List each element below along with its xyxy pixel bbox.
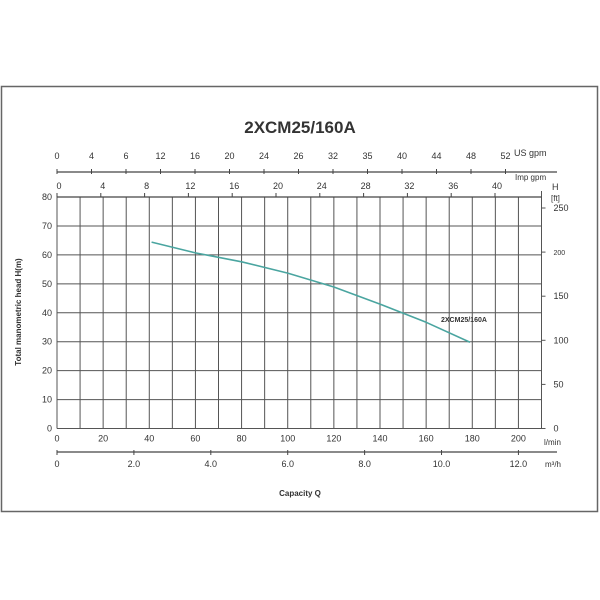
- chart-title: 2XCM25/160A: [244, 118, 356, 137]
- m3h-tick-label: 10.0: [433, 459, 451, 469]
- imp-gpm-tick-label: 20: [273, 181, 283, 191]
- y-tick-label: 50: [42, 279, 52, 289]
- y-tick-label: 0: [47, 424, 52, 434]
- us-gpm-tick-label: 44: [431, 151, 441, 161]
- imp-gpm-tick-label: 0: [56, 181, 61, 191]
- lmin-unit: l/min: [544, 438, 561, 447]
- imp-gpm-tick-label: 32: [404, 181, 414, 191]
- ft-tick-label: 250: [554, 203, 569, 213]
- us-gpm-unit: US gpm: [514, 148, 547, 158]
- us-gpm-tick-label: 12: [155, 151, 165, 161]
- m3h-tick-label: 8.0: [358, 459, 371, 469]
- imp-gpm-unit: Imp gpm: [515, 173, 546, 182]
- m3h-unit: m³/h: [545, 460, 561, 469]
- us-gpm-tick-label: 0: [54, 151, 59, 161]
- chart-frame: [0, 85, 599, 513]
- us-gpm-tick-label: 40: [397, 151, 407, 161]
- imp-gpm-tick-label: 4: [100, 181, 105, 191]
- y-tick-label: 80: [42, 192, 52, 202]
- us-gpm-tick-label: 16: [190, 151, 200, 161]
- x-tick-label: 40: [144, 434, 154, 444]
- imp-gpm-tick-label: 24: [317, 181, 327, 191]
- x-tick-label: 160: [419, 434, 434, 444]
- us-gpm-tick-label: 35: [362, 151, 372, 161]
- ft-tick-label: 50: [554, 379, 564, 389]
- ft-tick-label: 150: [554, 291, 569, 301]
- y-tick-label: 60: [42, 250, 52, 260]
- y-tick-label: 40: [42, 308, 52, 318]
- us-gpm-tick-label: 4: [89, 151, 94, 161]
- x-tick-label: 100: [280, 434, 295, 444]
- imp-gpm-tick-label: 36: [448, 181, 458, 191]
- m3h-tick-label: 12.0: [510, 459, 528, 469]
- y-tick-label: 10: [42, 395, 52, 405]
- y-tick-label: 30: [42, 337, 52, 347]
- m3h-tick-label: 6.0: [281, 459, 294, 469]
- m3h-tick-label: 2.0: [128, 459, 141, 469]
- imp-gpm-tick-label: 12: [185, 181, 195, 191]
- imp-gpm-tick-label: 28: [361, 181, 371, 191]
- imp-gpm-tick-label: 8: [144, 181, 149, 191]
- x-tick-label: 180: [465, 434, 480, 444]
- m3h-tick-label: 0: [54, 459, 59, 469]
- us-gpm-tick-label: 20: [224, 151, 234, 161]
- imp-gpm-tick-label: 40: [492, 181, 502, 191]
- x-tick-label: 140: [372, 434, 387, 444]
- x-tick-label: 200: [511, 434, 526, 444]
- x-axis-label: Capacity Q: [279, 489, 321, 498]
- us-gpm-tick-label: 32: [328, 151, 338, 161]
- head-ft-unit-top: H: [552, 182, 559, 192]
- m3h-tick-label: 4.0: [205, 459, 218, 469]
- imp-gpm-tick-label: 16: [229, 181, 239, 191]
- us-gpm-tick-label: 6: [123, 151, 128, 161]
- ft-tick-label: 200: [554, 250, 566, 257]
- x-tick-label: 20: [98, 434, 108, 444]
- head-ft-unit-bottom: [ft]: [551, 194, 560, 203]
- pump-curve-line: [151, 241, 471, 343]
- x-tick-label: 80: [237, 434, 247, 444]
- y-axis-label: Total manometric head H(m): [14, 258, 23, 366]
- x-tick-label: 120: [326, 434, 341, 444]
- us-gpm-tick-label: 52: [500, 151, 510, 161]
- series-label: 2XCM25/160A: [441, 317, 487, 324]
- x-tick-label: 0: [54, 434, 59, 444]
- us-gpm-tick-label: 48: [466, 151, 476, 161]
- us-gpm-tick-label: 24: [259, 151, 269, 161]
- x-tick-label: 60: [190, 434, 200, 444]
- ft-tick-label: 100: [554, 335, 569, 345]
- y-tick-label: 20: [42, 366, 52, 376]
- ft-tick-label: 0: [554, 424, 559, 434]
- y-tick-label: 70: [42, 221, 52, 231]
- us-gpm-tick-label: 26: [293, 151, 303, 161]
